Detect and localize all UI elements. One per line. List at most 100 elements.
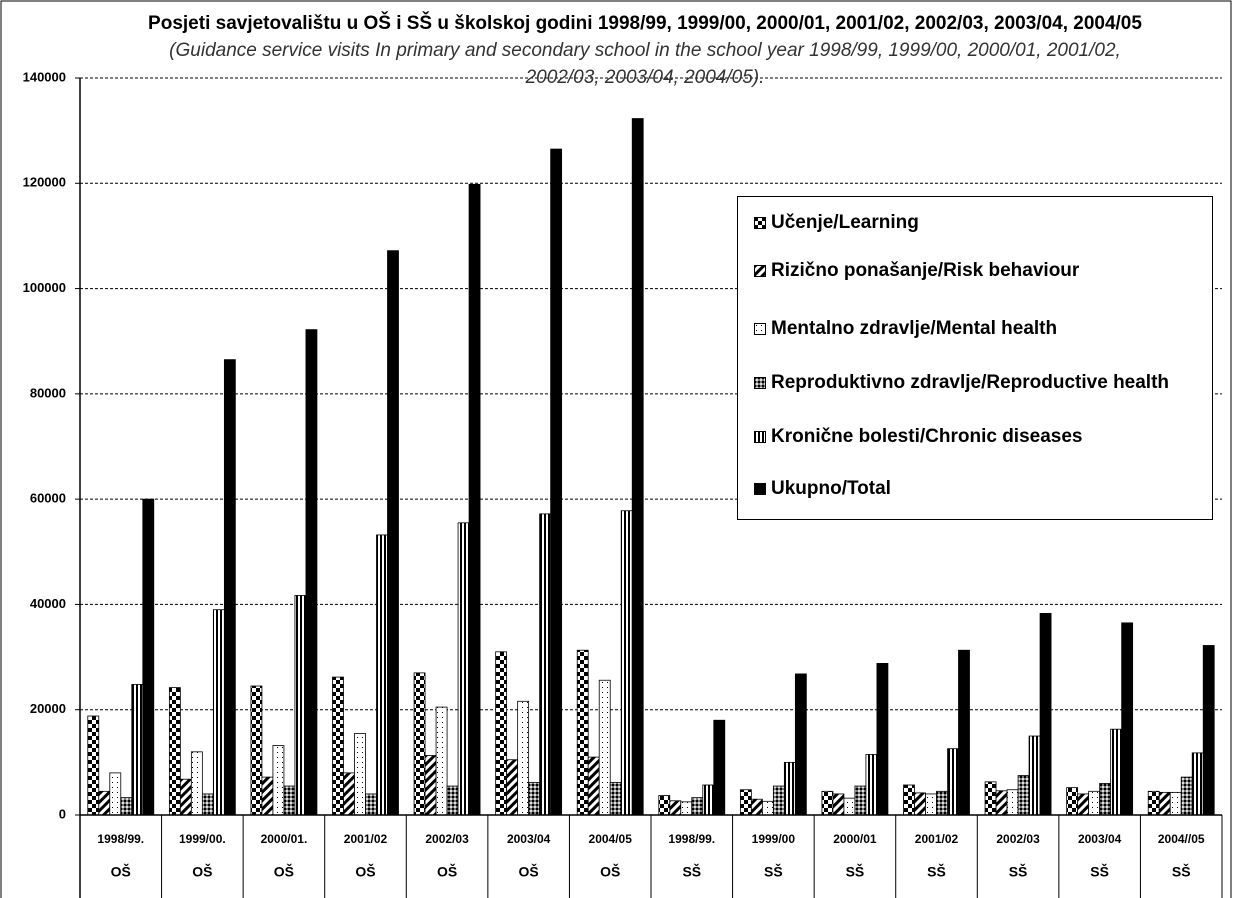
bar <box>387 250 399 816</box>
bar <box>1202 645 1215 816</box>
bar <box>936 790 948 816</box>
legend-swatch-fill <box>754 377 766 389</box>
legend-label: Ukupno/Total <box>771 478 891 499</box>
legend-swatch-fill <box>754 217 766 229</box>
legend-item: Rizično ponašanje/Risk behaviour <box>754 259 1204 283</box>
bar <box>468 183 481 816</box>
bar <box>658 795 671 816</box>
legend-item: Učenje/Learning <box>754 211 1204 235</box>
bar <box>876 662 889 816</box>
bar <box>1077 793 1090 816</box>
bar <box>250 685 263 816</box>
y-tick-label: 120000 <box>23 175 66 190</box>
bar <box>903 784 915 816</box>
x-tick-label: 2001/02 <box>915 832 959 846</box>
bar <box>587 756 600 816</box>
bar <box>702 784 715 816</box>
bar <box>1110 728 1123 816</box>
bar <box>1017 775 1030 816</box>
x-group-label: OŠ <box>192 863 212 880</box>
x-tick-label: 2004//05 <box>1158 832 1205 846</box>
y-tick-label: 80000 <box>30 385 66 400</box>
x-group-label: OŠ <box>437 863 457 880</box>
x-tick-label: 2001/02 <box>344 832 388 846</box>
legend-item: Ukupno/Total <box>754 477 1204 501</box>
bar <box>1147 790 1160 816</box>
x-group-label: SŠ <box>682 863 701 880</box>
bar <box>854 785 867 816</box>
bar <box>261 776 274 816</box>
bar <box>995 790 1008 816</box>
bar <box>413 672 426 816</box>
y-tick-label: 0 <box>59 806 66 821</box>
bar <box>131 684 144 816</box>
x-tick-label: 1999/00 <box>752 832 796 846</box>
bar <box>680 801 693 816</box>
bar <box>142 498 155 816</box>
bar <box>1191 752 1204 816</box>
bar <box>713 719 726 816</box>
bar <box>609 781 622 816</box>
bar <box>343 772 355 816</box>
bar <box>495 651 508 816</box>
bar <box>958 649 970 816</box>
y-tick-label: 60000 <box>30 491 66 506</box>
x-tick-label: 2000/01 <box>833 832 877 846</box>
legend: Učenje/Learning Rizično ponašanje/Risk be… <box>737 196 1213 520</box>
chart-title: Posjeti savjetovalištu u OŠ i SŠ u škols… <box>148 13 1142 34</box>
x-tick-label: 2000/01. <box>261 832 308 846</box>
x-group-label: OŠ <box>274 863 294 880</box>
legend-swatch <box>754 483 766 495</box>
bar <box>201 793 214 816</box>
legend-swatch-fill <box>754 483 766 495</box>
bar <box>783 761 796 816</box>
bar <box>1158 791 1171 816</box>
legend-label: Mentalno zdravlje/Mental health <box>771 318 1058 339</box>
bar <box>794 673 807 816</box>
bar <box>435 706 448 816</box>
bar <box>631 118 644 816</box>
x-group-label: OŠ <box>600 863 620 880</box>
bar <box>669 800 682 816</box>
x-tick-label: 2002/03 <box>996 832 1040 846</box>
bar <box>1180 776 1193 816</box>
legend-swatch-fill <box>754 323 766 335</box>
bar <box>446 785 459 816</box>
y-tick-label: 40000 <box>30 596 66 611</box>
bar <box>739 789 752 816</box>
bar <box>1169 791 1182 816</box>
legend-swatch <box>754 265 766 277</box>
bar <box>843 797 856 816</box>
bar <box>984 781 997 816</box>
bar <box>98 790 111 816</box>
bar <box>87 715 100 816</box>
y-tick-label: 140000 <box>23 69 66 84</box>
x-group-label: OŠ <box>355 863 375 880</box>
x-group-label: SŠ <box>764 863 783 880</box>
bar <box>865 754 878 816</box>
bar <box>354 733 366 816</box>
bar <box>914 792 926 816</box>
bar <box>223 359 236 816</box>
legend-swatch-fill <box>754 265 766 277</box>
x-tick-label: 1998/99. <box>668 832 715 846</box>
legend-swatch <box>754 323 766 335</box>
x-tick-label: 1998/99. <box>97 832 144 846</box>
bar <box>332 676 344 816</box>
x-group-label: OŠ <box>519 863 539 880</box>
x-group-label: SŠ <box>846 863 865 880</box>
legend-item: Mentalno zdravlje/Mental health <box>754 317 1204 341</box>
legend-swatch <box>754 217 766 229</box>
bar <box>925 793 937 816</box>
legend-item: Kronične bolesti/Chronic diseases <box>754 425 1204 449</box>
y-tick-label: 20000 <box>30 701 66 716</box>
x-group-label: SŠ <box>1090 863 1109 880</box>
bar <box>1066 787 1079 816</box>
bar <box>761 800 774 816</box>
bar <box>283 785 296 816</box>
bar <box>376 534 388 816</box>
x-group-label: SŠ <box>927 863 946 880</box>
y-tick-label: 100000 <box>23 280 66 295</box>
